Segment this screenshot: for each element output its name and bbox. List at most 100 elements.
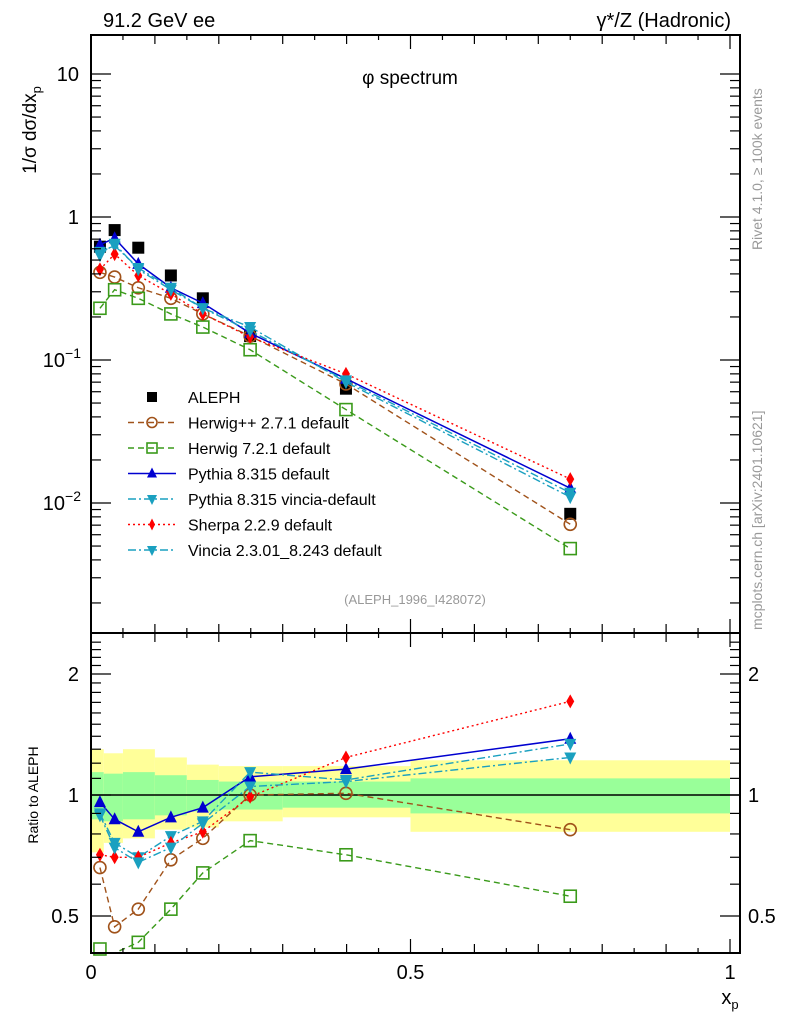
- ratio-point: [243, 833, 257, 848]
- legend-marker: [149, 518, 155, 531]
- legend-marker: [146, 416, 158, 429]
- x-axis-label: xp: [721, 987, 738, 1012]
- ratio-y-tick-label-right: 1: [748, 785, 759, 807]
- ratio-point: [244, 767, 257, 780]
- rivet-label: Rivet 4.1.0, ≥ 100k events: [749, 88, 765, 250]
- ratio-point: [339, 847, 353, 862]
- y-tick-label: 10: [57, 64, 79, 86]
- ratio-y-tick-label: 2: [68, 664, 79, 686]
- energy-label: 91.2 GeV ee: [103, 10, 215, 32]
- ratio-point: [108, 812, 121, 825]
- data-point: [164, 284, 177, 297]
- legend-entry: Pythia 8.315 vincia-default: [128, 492, 376, 509]
- series-line: [99, 244, 571, 498]
- inner-band-bin: [103, 773, 123, 822]
- ratio-point: [564, 738, 577, 751]
- legend-label: Pythia 8.315 vincia-default: [188, 492, 376, 509]
- legend-label: Sherpa 2.2.9 default: [188, 518, 333, 535]
- data-point: [564, 507, 577, 520]
- analysis-tag: (ALEPH_1996_I428072): [344, 592, 486, 607]
- data-point: [108, 238, 121, 251]
- ratio-point: [566, 694, 575, 709]
- ratio-point: [196, 818, 209, 831]
- data-point: [563, 517, 578, 532]
- ratio-point: [93, 795, 106, 808]
- ratio-point: [563, 822, 578, 837]
- data-point: [93, 301, 107, 316]
- legend-entry: Pythia 8.315 default: [128, 467, 330, 484]
- ratio-y-tick-label: 1: [68, 785, 79, 807]
- data-point: [132, 264, 145, 277]
- ratio-series-vincia: [93, 752, 577, 870]
- ratio-series-line: [99, 839, 571, 954]
- ratio-y-tick-label: 0.5: [51, 906, 79, 928]
- ratio-point: [563, 889, 578, 904]
- data-point: [196, 320, 210, 334]
- ratio-point: [164, 852, 178, 867]
- ratio-point: [339, 762, 352, 775]
- ratio-point: [341, 750, 350, 765]
- ratio-point: [196, 800, 209, 813]
- ratio-y-axis-label: Ratio to ALEPH: [25, 746, 41, 843]
- ratio-point: [132, 857, 145, 870]
- x-tick-label: 1: [724, 962, 735, 984]
- ratio-series-line: [99, 792, 571, 928]
- legend-label: Herwig 7.2.1 default: [188, 441, 331, 458]
- legend-marker: [146, 442, 158, 454]
- axes: 0 0.5 1 10 1 10−1 10−2 2 2 1 1 0.5 0.5: [43, 34, 776, 984]
- mcplots-label: mcplots.cern.ch [arXiv:2401.10621]: [749, 411, 765, 630]
- ratio-point: [164, 902, 178, 916]
- data-point: [107, 282, 122, 297]
- legend-entry: Sherpa 2.2.9 default: [128, 518, 333, 535]
- data-point: [339, 402, 353, 417]
- data-point: [244, 325, 257, 338]
- data-point: [564, 487, 577, 500]
- ratio-point: [164, 810, 177, 823]
- ratio-point: [131, 935, 146, 950]
- y-tick-label: 1: [68, 207, 79, 229]
- legend-entry: Vincia 2.3.01_8.243 default: [128, 543, 382, 560]
- data-point: [110, 247, 119, 262]
- ratio-point: [110, 850, 119, 865]
- legend-label: ALEPH: [188, 390, 240, 407]
- legend: ALEPH Herwig++ 2.7.1 default Herwig 7.2.1 …: [128, 390, 382, 560]
- data-point: [566, 472, 575, 487]
- y-tick-label: 10−2: [43, 488, 81, 515]
- x-tick-label: 0.5: [397, 962, 425, 984]
- data-point: [95, 262, 104, 277]
- ratio-point: [564, 752, 577, 765]
- ratio-point: [107, 920, 122, 934]
- ratio-series-line: [99, 700, 571, 858]
- data-point: [108, 224, 121, 237]
- series-line: [99, 271, 571, 525]
- legend-marker: [147, 467, 157, 478]
- ratio-point: [198, 824, 207, 839]
- ratio-point: [93, 942, 107, 956]
- data-point: [132, 241, 145, 254]
- series-line: [99, 288, 571, 550]
- data-point: [93, 250, 106, 263]
- data-point: [131, 291, 146, 306]
- series-aleph: [93, 224, 577, 520]
- ratio-point: [108, 842, 121, 855]
- ratio-point: [339, 776, 352, 789]
- ratio-point: [164, 842, 177, 855]
- series-herwig++: [93, 265, 578, 532]
- data-point: [339, 375, 352, 388]
- x-tick-label: 0: [85, 962, 96, 984]
- legend-label: Vincia 2.3.01_8.243 default: [188, 543, 382, 560]
- data-point: [164, 269, 177, 282]
- main-y-axis-label: 1/σ dσ/dxp: [20, 86, 44, 174]
- legend-marker: [147, 392, 157, 402]
- ratio-point: [246, 789, 255, 804]
- series-herwig7: [93, 282, 578, 556]
- ratio-series-herwig7: [93, 833, 578, 956]
- legend-entry: Herwig++ 2.7.1 default: [128, 416, 350, 433]
- ratio-y-tick-label-right: 0.5: [748, 906, 776, 928]
- main-panel-series: [93, 224, 578, 556]
- legend-entry: ALEPH: [147, 390, 240, 407]
- series-line: [99, 253, 571, 480]
- legend-label: Herwig++ 2.7.1 default: [188, 416, 350, 433]
- legend-marker: [147, 495, 157, 505]
- ratio-point: [196, 866, 210, 880]
